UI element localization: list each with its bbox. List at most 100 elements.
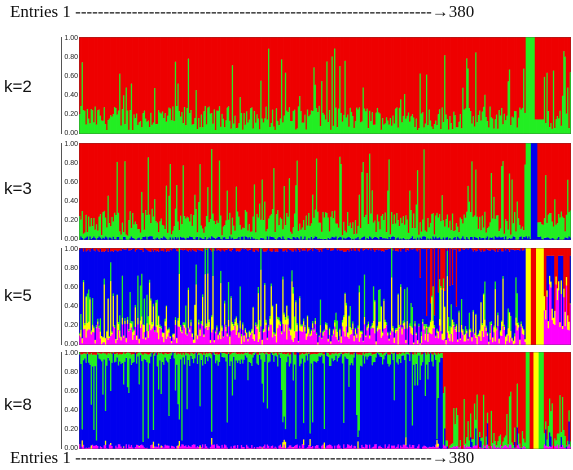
bar-segment <box>391 330 393 345</box>
bar-segment <box>271 109 274 134</box>
bar-segment <box>512 236 515 240</box>
bar-segment <box>253 334 256 341</box>
entry-bar <box>204 143 207 240</box>
bar-segment <box>240 143 243 230</box>
bar-segment <box>371 238 374 240</box>
bar-segment <box>194 251 196 305</box>
bar-segment <box>488 143 490 227</box>
entry-bar <box>536 143 538 240</box>
entry-bar <box>296 37 299 134</box>
entry-bar <box>169 143 172 240</box>
bar-segment <box>235 316 238 318</box>
bar-segment <box>567 315 569 330</box>
entry-bar <box>155 248 158 345</box>
bar-segment <box>88 447 90 449</box>
bar-segment <box>282 229 284 237</box>
bar-segment <box>204 143 207 227</box>
bar-segment <box>482 336 485 345</box>
entry-bar <box>99 352 102 449</box>
bar-segment <box>350 250 353 329</box>
bar-segment <box>213 109 216 134</box>
bar-segment <box>207 238 209 240</box>
entry-bar <box>369 248 371 345</box>
bar-segment <box>148 282 151 325</box>
entry-bar <box>490 143 493 240</box>
bar-segment <box>400 284 402 288</box>
entry-bar <box>451 37 454 134</box>
bar-segment <box>246 248 248 250</box>
bar-segment <box>287 248 290 249</box>
entry-bar <box>530 143 533 240</box>
bar-segment <box>275 214 278 240</box>
entry-bar <box>265 248 268 345</box>
bar-segment <box>568 128 571 134</box>
bar-segment <box>230 298 233 332</box>
bar-segment <box>504 236 507 240</box>
bar-segment <box>91 366 94 445</box>
bar-segment <box>225 220 227 240</box>
bar-segment <box>392 37 394 116</box>
bar-segment <box>90 334 93 345</box>
entry-bar <box>121 248 124 345</box>
bar-segment <box>230 234 233 239</box>
entry-bar <box>460 143 463 240</box>
bar-segment <box>433 248 436 316</box>
bar-segment <box>229 344 231 345</box>
entry-bar <box>170 37 173 134</box>
entry-bar <box>335 37 337 134</box>
entry-bar <box>502 248 505 345</box>
bar-segment <box>213 340 216 343</box>
entry-bar <box>225 143 227 240</box>
bar-segment <box>564 248 567 312</box>
bar-segment <box>244 248 247 249</box>
bar-segment <box>392 236 394 240</box>
bar-segment <box>239 143 242 225</box>
bar-segment <box>403 328 406 345</box>
bar-segment <box>104 37 107 125</box>
bar-segment <box>148 279 151 283</box>
bar-segment <box>173 143 176 227</box>
bar-segment <box>409 238 411 240</box>
bar-segment <box>251 328 253 331</box>
bar-segment <box>226 334 229 337</box>
bar-segment <box>400 248 402 252</box>
entry-bar <box>176 37 178 134</box>
bar-segment <box>139 327 142 345</box>
bar-segment <box>89 248 91 252</box>
bar-segment <box>472 248 475 252</box>
bar-segment <box>497 215 499 238</box>
bar-segment <box>384 123 387 134</box>
bar-segment <box>266 236 269 240</box>
bar-segment <box>569 255 571 304</box>
bar-segment <box>91 248 94 299</box>
bar-segment <box>274 129 277 134</box>
bar-segment <box>458 312 460 333</box>
entry-bar <box>349 37 352 134</box>
bar-segment <box>248 249 251 331</box>
bar-segment <box>85 354 88 363</box>
bar-segment <box>419 37 422 74</box>
bar-segment <box>485 325 488 328</box>
bar-segment <box>519 248 521 251</box>
bar-segment <box>374 251 376 300</box>
bar-segment <box>148 251 151 280</box>
bar-segment <box>160 329 163 345</box>
bar-segment <box>366 237 369 240</box>
bar-segment <box>337 37 340 109</box>
bar-segment <box>82 233 85 240</box>
entry-bar <box>330 248 332 345</box>
entry-bar <box>410 37 413 134</box>
bar-segment <box>541 119 543 134</box>
bar-segment <box>168 332 170 345</box>
bar-segment <box>186 237 189 240</box>
entry-bar <box>548 143 551 240</box>
entry-bar <box>91 143 94 240</box>
bar-segment <box>547 111 550 134</box>
bar-segment <box>321 37 323 82</box>
entry-bar <box>472 37 475 134</box>
entry-bar <box>314 37 317 134</box>
entry-bar <box>216 248 218 345</box>
bar-segment <box>282 143 284 230</box>
bar-segment <box>391 236 393 240</box>
bar-segment <box>367 238 370 240</box>
